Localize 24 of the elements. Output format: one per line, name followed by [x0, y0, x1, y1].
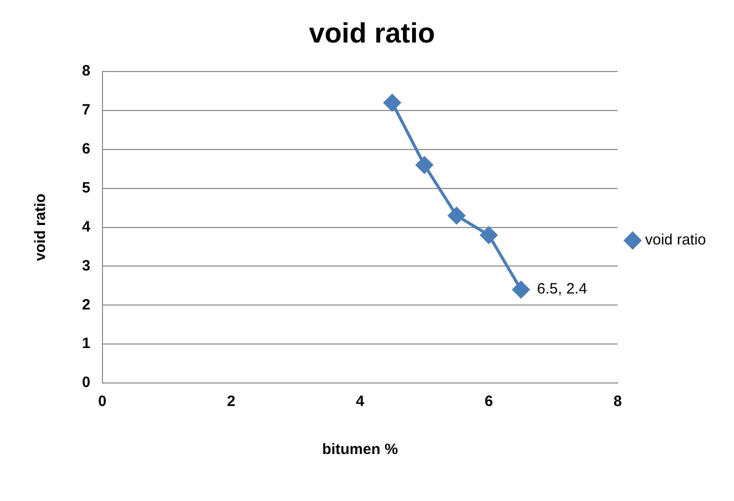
point: [480, 226, 498, 244]
legend-label: void ratio: [645, 232, 706, 249]
y-tick-label: 2: [82, 296, 90, 314]
y-tick-label: 1: [82, 335, 90, 352]
x-axis-title: bitumen %: [322, 441, 398, 458]
y-tick-label: 6: [82, 140, 90, 158]
x-tick-label: 2: [226, 393, 236, 410]
y-tick-label: 4: [82, 218, 91, 236]
point: [512, 281, 530, 298]
x-tick-label: 4: [356, 393, 365, 410]
annotation: 6.5, 2.4: [537, 280, 588, 298]
x-tick-label: 8: [613, 393, 622, 410]
y-tick-label: 7: [82, 102, 90, 119]
x-tick-label: 6: [484, 393, 493, 410]
y-tick-label: 5: [82, 180, 90, 197]
y-tick-label: 0: [82, 374, 90, 392]
y-tick-label: 3: [82, 257, 90, 274]
chart-title: void ratio: [308, 18, 436, 49]
y-axis-title: void ratio: [32, 194, 50, 262]
y-tick-label: 8: [82, 62, 90, 80]
point: [416, 156, 433, 174]
point: [448, 207, 466, 224]
x-tick-label: 0: [98, 393, 107, 410]
point: [384, 94, 401, 112]
